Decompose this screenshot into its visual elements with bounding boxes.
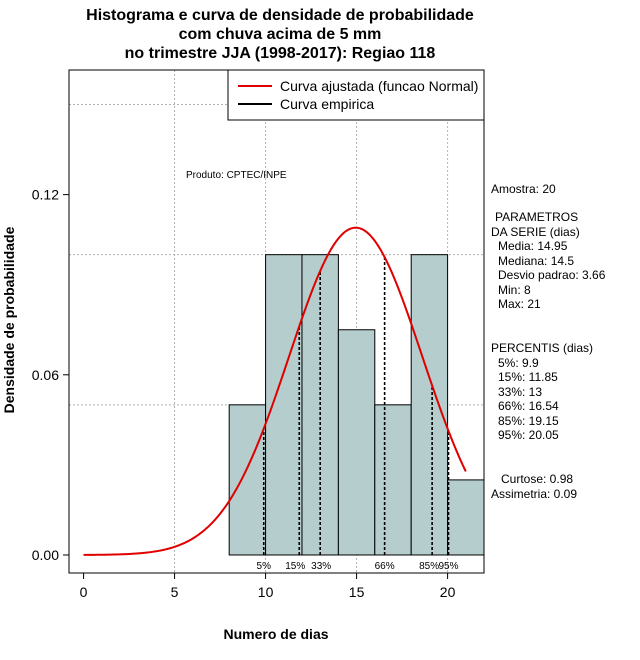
percentile-66: 66%: 16.54 xyxy=(498,399,559,413)
percentile-label-85%: 85% xyxy=(419,561,439,572)
percentile-label-15%: 15% xyxy=(285,561,305,572)
kurtosis: Curtose: 0.98 xyxy=(501,472,574,486)
fitted-curve xyxy=(83,226,467,556)
percentile-lines: 5% 15% 33% 66% 85% 95% xyxy=(257,257,459,572)
chart-title-line-1: Histograma e curva de densidade de proba… xyxy=(86,7,474,24)
histogram-bar-6 xyxy=(447,479,485,556)
legend-empirical-label: Curva empirica xyxy=(280,96,374,112)
param-max: Max: 21 xyxy=(498,297,541,311)
x-tick-label-10: 10 xyxy=(258,584,274,600)
x-axis-label: Numero de dias xyxy=(223,626,328,642)
normal-curve-line xyxy=(83,226,467,556)
axes: 0 5 10 15 20 0.00 0.06 0.12 xyxy=(32,69,485,600)
percentile-15: 15%: 11.85 xyxy=(498,370,558,384)
param-min: Min: 8 xyxy=(498,282,531,297)
histogram-bar-3 xyxy=(337,329,376,556)
percentile-label-95%: 95% xyxy=(438,561,458,572)
param-mean: Media: 14.95 xyxy=(498,239,568,253)
credit-label: Produto: CPTEC/INPE xyxy=(186,170,287,181)
chart-title: Histograma e curva de densidade de proba… xyxy=(0,6,560,63)
percentile-85: 85%: 19.15 xyxy=(498,413,559,428)
parameters-header-2: DA SERIE (dias) xyxy=(491,224,580,239)
percentile-5: 5%: 9.9 xyxy=(498,355,539,370)
histogram-bar-4 xyxy=(374,404,412,556)
y-tick-label-1: 0.06 xyxy=(32,367,59,383)
sample-size: Amostra: 20 xyxy=(491,182,556,196)
histogram-bar-5 xyxy=(410,254,449,556)
chart-title-line-2: com chuva acima de 5 mm xyxy=(178,26,382,43)
y-tick-label-2: 0.12 xyxy=(32,187,59,203)
percentile-95: 95%: 20.05 xyxy=(498,428,559,442)
parameters-header-1: PARAMETROS xyxy=(495,210,579,224)
legend: Curva ajustada (funcao Normal) Curva emp… xyxy=(227,69,485,121)
param-stddev: Desvio padrao: 3.66 xyxy=(498,268,606,282)
y-tick-label-0: 0.00 xyxy=(32,547,59,563)
percentile-label-33%: 33% xyxy=(311,561,331,572)
chart-title-line-3: no trimestre JJA (1998-2017): Regiao 118 xyxy=(124,45,436,62)
histogram-bar-1 xyxy=(265,254,303,556)
x-tick-label-20: 20 xyxy=(440,584,456,600)
skewness: Assimetria: 0.09 xyxy=(491,486,578,501)
shape-block: Curtose: 0.98 Assimetria: 0.09 xyxy=(491,472,577,501)
percentiles-block: PERCENTIS (dias) 5%: 9.9 15%: 11.85 33%:… xyxy=(491,341,593,443)
histogram-bar-0 xyxy=(228,404,267,556)
param-median: Mediana: 14.5 xyxy=(498,253,575,268)
x-tick-label-0: 0 xyxy=(80,584,88,600)
x-tick-label-15: 15 xyxy=(349,584,365,600)
percentile-label-5%: 5% xyxy=(257,561,272,572)
legend-fitted-label: Curva ajustada (funcao Normal) xyxy=(280,78,478,94)
parameters-block: PARAMETROS DA SERIE (dias) Media: 14.95 … xyxy=(491,210,605,312)
percentiles-header: PERCENTIS (dias) xyxy=(491,341,594,355)
y-axis-label: Densidade de probabilidade xyxy=(1,226,17,413)
legend-box xyxy=(227,69,485,121)
percentile-label-66%: 66% xyxy=(375,561,395,572)
x-tick-label-5: 5 xyxy=(171,584,179,600)
percentile-33: 33%: 13 xyxy=(498,384,543,399)
